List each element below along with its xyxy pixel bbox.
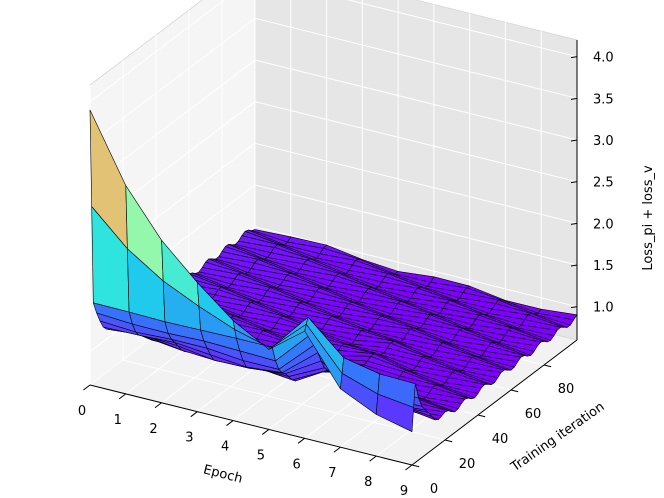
chart-surface [89,109,578,433]
x-tick-mark [261,429,270,435]
x-tick-label: 7 [328,466,336,481]
x-tick-label: 4 [221,440,229,455]
x-tick-mark [83,384,91,391]
x-tick-label: 0 [78,404,86,419]
z-tick-label: 3.0 [593,134,614,149]
x-tick-label: 1 [114,413,122,428]
x-tick-label: 2 [149,422,157,437]
grid-line-z [89,59,578,186]
z-tick-label: 4.0 [593,51,614,66]
grid-line-z [89,17,578,144]
x-tick-label: 6 [293,457,301,472]
z-tick-label: 1.0 [593,301,614,316]
x-tick-mark [154,402,162,409]
z-tick-mark [570,181,578,184]
y-axis-line [411,339,578,466]
y-tick-label: 60 [525,407,542,422]
x-tick-label: 8 [364,475,372,490]
y-tick-mark [543,364,552,368]
z-tick-mark [570,222,578,225]
y-tick-mark [510,389,519,393]
x-axis-label: Epoch [202,463,244,487]
z-tick-label: 3.5 [593,92,614,107]
x-tick-mark [405,464,413,471]
y-tick-mark [411,464,420,468]
x-tick-mark [297,437,305,444]
z-tick-label: 2.5 [593,176,614,191]
x-tick-label: 5 [257,448,265,463]
x-tick-mark [190,411,198,418]
grid-line-z [89,101,578,228]
z-tick-label: 1.5 [593,259,614,274]
y-tick-label: 80 [558,382,575,397]
x-tick-label: 9 [400,484,408,498]
z-tick-mark [570,306,578,309]
y-tick-mark [477,414,486,418]
x-tick-mark [369,455,377,462]
x-tick-mark [226,420,234,426]
z-tick-mark [570,139,578,142]
z-axis-label: Loss_pi + loss_v [641,165,656,271]
z-tick-mark [570,97,578,100]
x-tick-mark [333,446,341,453]
y-tick-label: 0 [430,482,438,497]
z-tick-label: 2.0 [593,217,614,232]
x-tick-mark [118,393,127,400]
y-tick-label: 40 [492,432,509,447]
chart-axes: 0 1 2 3 4 5 6 7 8 9 0 20 40 60 80 1.0 1.5 2.0 2.5 3.0 3.5 4.0 [78,40,614,498]
y-tick-mark [444,439,453,443]
z-tick-mark [570,264,578,267]
surface-facet [375,393,414,433]
x-axis-line [89,384,413,466]
grid-line-z [89,0,578,103]
z-tick-mark [570,56,578,59]
y-axis-label: Training iteration [508,399,608,475]
y-tick-label: 20 [459,457,476,472]
x-tick-label: 3 [185,431,193,446]
